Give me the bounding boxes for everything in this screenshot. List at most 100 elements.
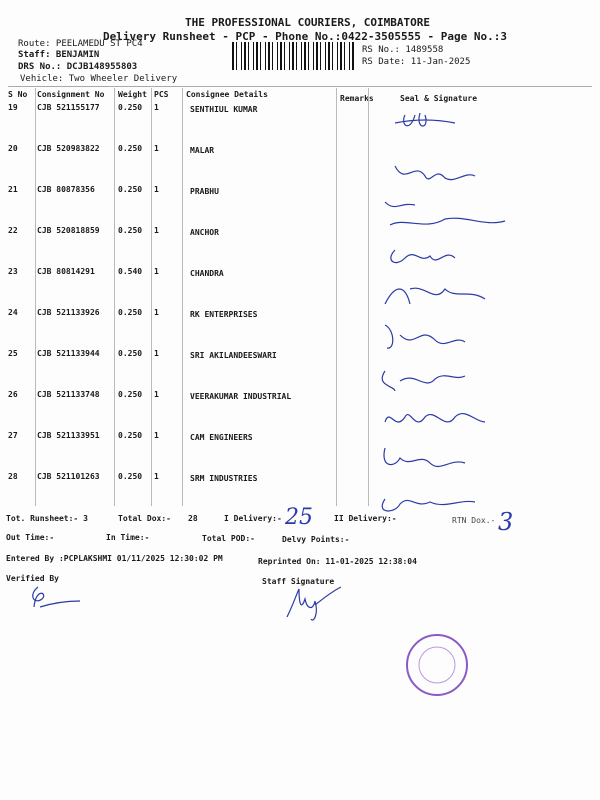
cell-name: SRM INDUSTRIES [190, 474, 258, 483]
cell-wt: 0.250 [118, 349, 143, 358]
cell-wt: 0.250 [118, 144, 143, 153]
cell-sno: 19 [8, 103, 18, 112]
rtn-dox-handwritten: 3 [498, 508, 514, 536]
i-delivery-handwritten: 25 [285, 505, 313, 530]
i-delivery-label: I Delivery:- [224, 514, 282, 523]
cell-cn: CJB 80878356 [37, 185, 95, 194]
cell-sno: 24 [8, 308, 18, 317]
company-name: THE PROFESSIONAL COURIERS, COIMBATORE [185, 16, 431, 29]
recipient-signature [381, 498, 476, 512]
column-header: PCS [154, 90, 169, 99]
cell-name: SRI AKILANDEESWARI [190, 351, 277, 360]
column-header: Consignee Details [186, 90, 268, 99]
cell-pcs: 1 [154, 472, 159, 481]
cell-cn: CJB 521133951 [37, 431, 100, 440]
route: Route: PEELAMEDU ST PC4 [18, 39, 143, 49]
cell-wt: 0.250 [118, 390, 143, 399]
staff: Staff: BENJAMIN [18, 50, 100, 60]
recipient-signature [384, 324, 466, 349]
total-pod: Total POD:- [202, 534, 255, 543]
delvy-points: Delvy Points:- [282, 535, 350, 544]
recipient-signature [390, 249, 456, 264]
cell-pcs: 1 [154, 267, 159, 276]
cell-wt: 0.540 [118, 267, 143, 276]
cell-wt: 0.250 [118, 308, 143, 317]
cell-cn: CJB 520818859 [37, 226, 100, 235]
cell-name: CAM ENGINEERS [190, 433, 253, 442]
out-time: Out Time:- [6, 533, 55, 542]
cell-pcs: 1 [154, 103, 159, 112]
cell-cn: CJB 521155177 [37, 103, 100, 112]
recipient-signature [384, 287, 486, 305]
recipient-signature [381, 370, 466, 392]
cell-sno: 21 [8, 185, 18, 194]
tot-runsheet: Tot. Runsheet:- 3 [6, 514, 88, 523]
cell-cn: CJB 521133944 [37, 349, 100, 358]
total-dox-value: 28 [188, 514, 198, 523]
cell-sno: 28 [8, 472, 18, 481]
cell-name: VEERAKUMAR INDUSTRIAL [190, 392, 292, 401]
cell-wt: 0.250 [118, 472, 143, 481]
ii-delivery-label: II Delivery:- [334, 514, 397, 523]
cell-pcs: 1 [154, 308, 159, 317]
staff-signature-label: Staff Signature [262, 577, 335, 586]
cell-pcs: 1 [154, 349, 159, 358]
cell-sno: 26 [8, 390, 18, 399]
column-header: Seal & Signature [400, 94, 478, 103]
column-divider [182, 88, 183, 506]
column-divider [368, 88, 369, 506]
column-divider [35, 88, 36, 506]
entered-by: Entered By :PCPLAKSHMI 01/11/2025 12:30:… [6, 554, 223, 563]
cell-sno: 25 [8, 349, 18, 358]
cell-pcs: 1 [154, 185, 159, 194]
cell-wt: 0.250 [118, 431, 143, 440]
total-dox-label: Total Dox:- [118, 514, 171, 523]
cell-pcs: 1 [154, 144, 159, 153]
staff-signature [286, 586, 342, 621]
cell-wt: 0.250 [118, 226, 143, 235]
cell-wt: 0.250 [118, 103, 143, 112]
column-divider [336, 88, 337, 506]
cell-name: MALAR [190, 146, 215, 155]
cell-name: CHANDRA [190, 269, 224, 278]
verifier-signature [32, 586, 81, 608]
in-time: In Time:- [106, 533, 150, 542]
recipient-signature [384, 412, 486, 423]
cell-sno: 20 [8, 144, 18, 153]
recipient-signature [394, 165, 476, 181]
cell-pcs: 1 [154, 390, 159, 399]
column-header: Weight [118, 90, 147, 99]
column-header: Remarks [340, 94, 374, 103]
cell-cn: CJB 521101263 [37, 472, 100, 481]
cell-name: RK ENTERPRISES [190, 310, 258, 319]
cell-name: PRABHU [190, 187, 219, 196]
cell-pcs: 1 [154, 431, 159, 440]
recipient-signature [394, 112, 456, 127]
rs-no: RS No.: 1489558 [362, 45, 444, 55]
cell-wt: 0.250 [118, 185, 143, 194]
verified-by: Verified By [6, 574, 59, 583]
rtn-dox-label: RTN Dox.- [452, 516, 496, 525]
reprinted-on: Reprinted On: 11-01-2025 12:38:04 [258, 557, 417, 566]
column-divider [151, 88, 152, 506]
divider [8, 86, 592, 87]
cell-name: SENTHIUL KUMAR [190, 105, 258, 114]
company-stamp [406, 634, 468, 696]
cell-cn: CJB 521133926 [37, 308, 100, 317]
column-header: S No [8, 90, 28, 99]
barcode [232, 42, 356, 70]
column-header: Consignment No [37, 90, 105, 99]
drs-no: DRS No.: DCJB148955803 [18, 62, 138, 72]
column-divider [114, 88, 115, 506]
rs-date: RS Date: 11-Jan-2025 [362, 57, 471, 67]
cell-cn: CJB 520983822 [37, 144, 100, 153]
cell-sno: 22 [8, 226, 18, 235]
cell-sno: 23 [8, 267, 18, 276]
cell-cn: CJB 80814291 [37, 267, 95, 276]
cell-pcs: 1 [154, 226, 159, 235]
cell-sno: 27 [8, 431, 18, 440]
cell-cn: CJB 521133748 [37, 390, 100, 399]
recipient-signature [384, 201, 506, 226]
recipient-signature [383, 447, 466, 468]
